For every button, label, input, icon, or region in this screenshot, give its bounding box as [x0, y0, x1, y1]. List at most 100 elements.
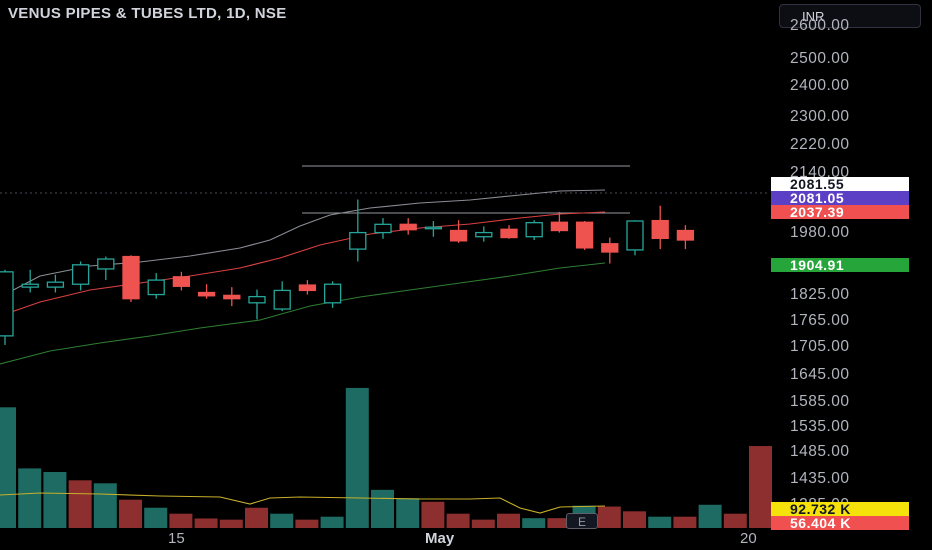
- candle-body: [71, 264, 90, 285]
- candle-body: [197, 291, 216, 297]
- price-tag: 1904.91: [771, 258, 909, 272]
- volume-bar: [270, 513, 294, 528]
- candle-body: [651, 219, 669, 240]
- volume-bar: [547, 518, 571, 528]
- candle: [122, 255, 140, 302]
- candle: [601, 237, 619, 264]
- candle-body: [575, 221, 594, 249]
- candles: [0, 199, 695, 345]
- volume-bars: [0, 387, 823, 528]
- volume-bar: [18, 468, 42, 528]
- volume-bar: [93, 483, 117, 528]
- volume-bar: [648, 516, 672, 528]
- candle-body: [172, 276, 191, 287]
- candle-body: [475, 231, 493, 238]
- candle: [349, 199, 367, 262]
- volume-bar: [497, 513, 520, 528]
- candle-body: [147, 279, 165, 296]
- price-axis-label: 2600.00: [790, 17, 850, 34]
- candle: [298, 280, 317, 295]
- candle: [97, 256, 115, 281]
- candle-body: [298, 284, 317, 292]
- price-axis-label: 1980.00: [790, 224, 850, 241]
- candle-body: [500, 228, 518, 239]
- moving-average-green: [0, 262, 606, 365]
- price-axis-label: 1435.00: [790, 470, 850, 487]
- candle: [651, 205, 669, 250]
- candle: [223, 287, 241, 307]
- candle: [273, 281, 291, 312]
- candle: [550, 211, 569, 233]
- candle-body: [449, 229, 468, 242]
- candle-body: [374, 223, 392, 234]
- price-tag: 2081.05: [771, 191, 909, 205]
- volume-bar: [522, 518, 546, 528]
- candle: [71, 261, 90, 291]
- candle-body: [46, 281, 65, 288]
- volume-bar: [673, 516, 697, 528]
- volume-bar: [219, 519, 243, 528]
- candle-body: [248, 295, 266, 304]
- price-axis-label: 1705.00: [790, 338, 850, 355]
- volume-bar: [623, 511, 646, 528]
- candle: [424, 221, 443, 237]
- volume-bar: [345, 387, 369, 528]
- volume-bar: [194, 518, 218, 528]
- candle-body: [349, 231, 367, 250]
- candle-body: [0, 271, 14, 337]
- candle: [374, 218, 392, 239]
- candle-body: [273, 289, 291, 310]
- price-axis-label: 2140.00: [790, 164, 850, 181]
- moving-averages: [0, 189, 606, 514]
- candle: [172, 271, 191, 291]
- candle-body: [424, 226, 443, 230]
- candle-body: [223, 294, 241, 300]
- volume-bar: [119, 499, 142, 528]
- price-axis-label: 2220.00: [790, 136, 850, 153]
- price-tag: 92.732 K: [771, 502, 909, 516]
- volume-bar: [723, 513, 747, 528]
- candle-body: [122, 255, 140, 300]
- candle-body: [399, 223, 417, 231]
- price-axis-label: 2400.00: [790, 77, 850, 94]
- moving-average-red: [0, 211, 606, 317]
- candle-body: [21, 283, 39, 288]
- candle-body: [601, 243, 619, 253]
- volume-bar: [295, 519, 319, 528]
- chart-title: VENUS PIPES & TUBES LTD, 1D, NSE: [8, 5, 287, 22]
- candle-body: [626, 220, 644, 251]
- volume-bar: [0, 407, 16, 528]
- candle-body: [525, 222, 543, 238]
- candle: [676, 225, 695, 250]
- candle: [197, 284, 216, 299]
- price-axis-label: 1485.00: [790, 443, 850, 460]
- candle: [21, 269, 39, 293]
- earnings-badge[interactable]: E: [566, 513, 598, 529]
- price-tag: 2081.55: [771, 177, 909, 191]
- time-label-may: May: [425, 530, 455, 547]
- candle-body: [323, 283, 342, 304]
- volume-bar: [320, 516, 344, 528]
- volume-bar: [446, 513, 470, 528]
- candle: [46, 274, 65, 293]
- price-axis-label: 1535.00: [790, 418, 850, 435]
- moving-average-gray: [0, 189, 606, 298]
- candle: [323, 281, 342, 308]
- volume-bar: [471, 519, 495, 528]
- price-axis-label: 2300.00: [790, 108, 850, 125]
- volume-bar: [597, 506, 621, 528]
- price-axis-label: 1765.00: [790, 312, 850, 329]
- volume-bar: [749, 446, 772, 528]
- time-label-20: 20: [740, 530, 757, 547]
- candle: [399, 218, 417, 235]
- volume-bar: [43, 471, 67, 528]
- price-axis-label: 1825.00: [790, 286, 850, 303]
- candle: [248, 289, 266, 320]
- price-tag: 2037.39: [771, 205, 909, 219]
- time-label-15: 15: [168, 530, 185, 547]
- candle: [525, 220, 543, 241]
- candle: [0, 269, 14, 345]
- currency-selector[interactable]: INR: [779, 4, 921, 28]
- volume-bar: [245, 507, 268, 528]
